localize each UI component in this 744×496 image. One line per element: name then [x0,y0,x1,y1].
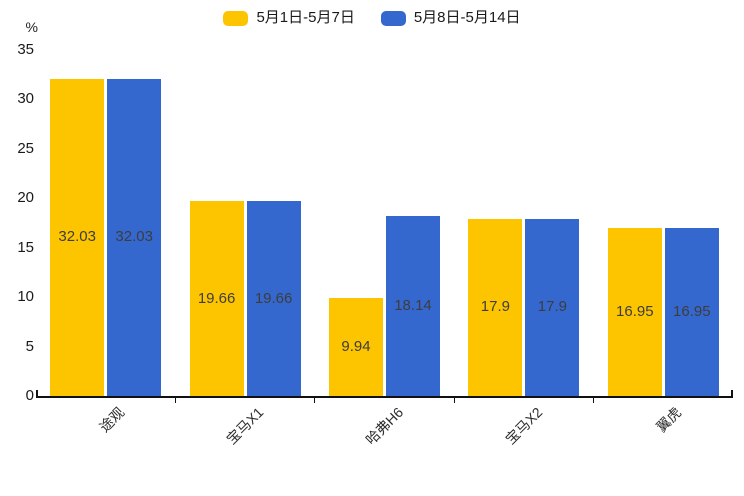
legend-item-week1[interactable]: 5月1日-5月7日 [223,9,355,27]
y-axis-tick-label: 0 [25,387,34,404]
legend-label-week2: 5月8日-5月14日 [413,9,521,26]
legend-item-week2[interactable]: 5月8日-5月14日 [380,9,521,27]
y-axis-tick-label: 20 [17,189,34,206]
x-axis-category-label: 哈弗H6 [362,404,406,448]
bar[interactable] [468,218,523,396]
bar[interactable] [664,228,719,396]
bar[interactable] [525,218,580,396]
x-axis-right-end-tick [731,390,733,396]
y-axis-tick-label: 25 [17,139,34,157]
y-axis-tick-label: 10 [17,288,34,305]
x-axis-category-label: 翼虎 [653,404,685,436]
y-axis-tick-label: 35 [17,40,34,58]
chart-legend: 5月1日-5月7日 5月8日-5月14日 [0,8,744,28]
bar[interactable] [386,216,440,396]
x-axis-category-label: 宝马X1 [223,404,267,448]
x-axis-tick [314,398,316,403]
legend-label-week1: 5月1日-5月7日 [256,9,355,26]
y-axis-tick-label: 15 [17,238,34,256]
y-axis-unit-label: % [25,19,38,35]
bar[interactable] [246,201,301,396]
x-axis-tick [453,398,455,403]
legend-swatch-week2-icon [380,10,406,26]
legend-swatch-week1-icon [223,10,249,26]
x-axis-tick [593,398,595,403]
bar[interactable] [107,78,162,396]
bar[interactable] [50,78,105,396]
x-axis-line [36,396,733,398]
x-axis-category-label: 途观 [95,404,128,436]
bar[interactable] [329,297,383,396]
bar[interactable] [607,228,662,396]
bar[interactable] [189,201,244,396]
y-axis-tick-label: 30 [17,90,34,107]
x-axis-left-end-tick [36,390,38,396]
x-axis-category-label: 宝马X2 [501,404,546,448]
x-axis-tick [174,398,176,403]
y-axis-tick-label: 5 [25,337,34,355]
